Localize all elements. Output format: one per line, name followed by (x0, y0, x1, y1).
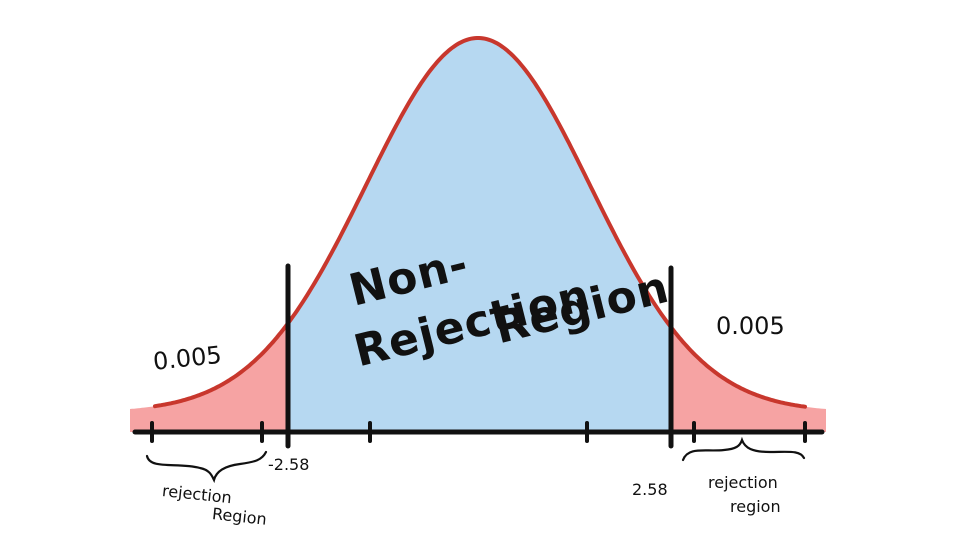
right-rejection-label-line2: region (730, 497, 781, 516)
left-critical-label: -2.58 (268, 455, 309, 474)
distribution-curve (153, 36, 807, 409)
left-rejection-area (130, 323, 288, 432)
non-rejection-area (288, 38, 671, 432)
right-rejection-label-line1: rejection (708, 473, 778, 492)
right-rejection-area (671, 327, 826, 432)
right-tail-area-label: 0.005 (716, 312, 785, 340)
left-rejection-brace (145, 450, 268, 484)
left-tail-area-label: 0.005 (152, 341, 223, 376)
axis-ticks (150, 421, 807, 443)
left-rejection-label-line2: Region (211, 504, 267, 529)
right-rejection-brace (681, 436, 806, 462)
right-critical-label: 2.58 (632, 480, 668, 499)
left-rejection-label-line1: rejection (161, 481, 232, 507)
